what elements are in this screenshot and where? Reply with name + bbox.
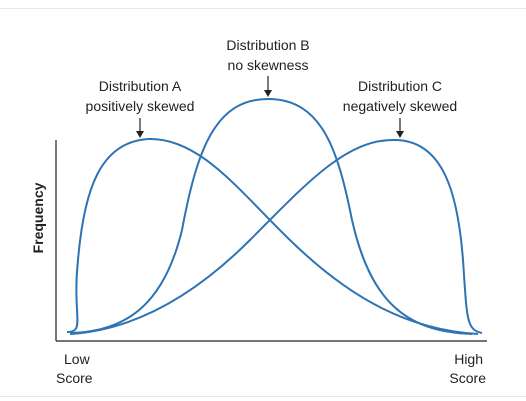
- distribution-c-desc: negatively skewed: [343, 98, 457, 114]
- bottom-divider: [0, 396, 526, 397]
- top-divider: [0, 8, 526, 9]
- y-axis-label: Frequency: [30, 182, 46, 253]
- x-axis-low-label-line2: Score: [56, 370, 93, 386]
- arrow-distribution-a: [136, 118, 144, 138]
- distribution-c-name: Distribution C: [358, 78, 442, 94]
- distribution-b-desc: no skewness: [228, 57, 309, 73]
- arrow-distribution-b: [264, 76, 272, 97]
- x-axis-low-label-line1: Low: [64, 351, 91, 367]
- distribution-b-name: Distribution B: [226, 37, 309, 53]
- distribution-a-name: Distribution A: [99, 78, 182, 94]
- x-axis-high-label-line1: High: [454, 351, 483, 367]
- curve-distribution-a: [66, 137, 479, 335]
- distribution-a-desc: positively skewed: [86, 98, 195, 114]
- curve-distribution-c: [69, 138, 483, 335]
- arrow-distribution-c: [396, 118, 404, 138]
- x-axis-high-label-line2: Score: [449, 370, 486, 386]
- curve-distribution-b: [69, 97, 473, 335]
